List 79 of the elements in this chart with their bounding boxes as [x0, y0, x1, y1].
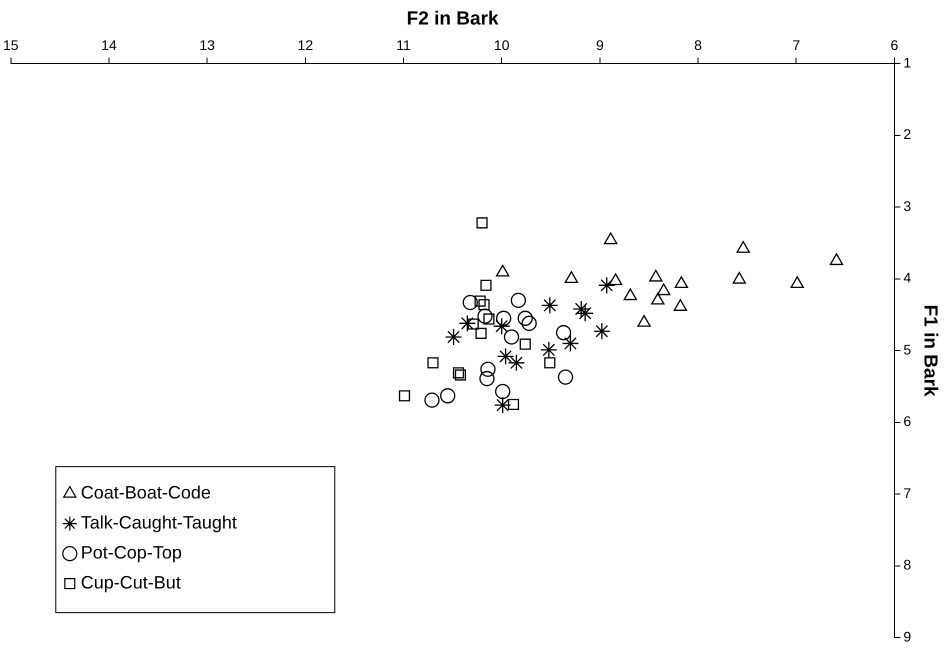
- point: [480, 280, 492, 291]
- x-tick-label: 6: [890, 37, 899, 54]
- point: [462, 294, 478, 310]
- x-axis-title: F2 in Bark: [406, 8, 499, 30]
- point: [480, 362, 496, 377]
- point: [520, 338, 531, 350]
- point: [674, 276, 688, 288]
- point: [398, 390, 410, 402]
- y-axis-title: F1 in Bark: [919, 304, 940, 397]
- x-tick-label: 13: [199, 37, 216, 54]
- point: [468, 318, 479, 330]
- point: [478, 299, 490, 310]
- point: [508, 398, 520, 410]
- point: [564, 271, 578, 283]
- point: [495, 384, 510, 400]
- point: [522, 316, 537, 331]
- point: [493, 318, 510, 335]
- point: [593, 322, 610, 340]
- point: [608, 273, 622, 286]
- point: [604, 232, 618, 244]
- legend-label: Coat-Boat-Code: [80, 482, 211, 503]
- point: [558, 370, 574, 385]
- y-tick-label: 6: [903, 413, 912, 430]
- x-tick-label: 8: [694, 37, 702, 54]
- y-tick-label: 3: [903, 198, 912, 214]
- y-tick-label: 1: [903, 54, 912, 70]
- legend-label: Talk-Caught-Taught: [80, 512, 237, 533]
- point: [496, 264, 510, 277]
- point: [452, 367, 464, 378]
- point: [476, 217, 488, 228]
- point: [656, 283, 670, 296]
- point: [649, 270, 663, 282]
- point: [477, 308, 493, 324]
- point: [540, 341, 558, 359]
- point: [830, 253, 844, 266]
- y-tick-label: 9: [903, 628, 912, 644]
- point: [736, 241, 750, 253]
- x-tick-label: 12: [298, 37, 314, 54]
- point: [504, 329, 520, 345]
- x-tick-label: 15: [2, 37, 19, 54]
- point: [556, 325, 572, 340]
- point: [458, 314, 476, 332]
- point: [598, 276, 616, 294]
- point: [510, 292, 526, 308]
- x-tick-label: 10: [494, 37, 510, 54]
- x-tick-label: 9: [596, 37, 604, 54]
- x-tick-label: 14: [101, 37, 117, 54]
- point: [572, 300, 590, 318]
- point: [544, 357, 556, 368]
- x-tick-label: 11: [396, 37, 411, 54]
- point: [440, 388, 456, 404]
- point: [508, 354, 526, 372]
- x-tick-label: 7: [792, 37, 800, 54]
- y-tick-label: 2: [903, 126, 912, 142]
- legend-label: Cup-Cut-But: [80, 572, 181, 593]
- legend-label: Pot-Cop-Top: [80, 542, 182, 563]
- point: [475, 328, 487, 339]
- y-tick-label: 7: [903, 484, 912, 501]
- point: [518, 310, 533, 326]
- point: [732, 272, 746, 284]
- point: [496, 310, 512, 326]
- point: [474, 295, 486, 307]
- y-tick-label: 8: [903, 556, 912, 573]
- point: [637, 314, 651, 327]
- point: [651, 292, 665, 305]
- point: [479, 370, 495, 386]
- point: [427, 357, 439, 368]
- point: [562, 334, 580, 352]
- point: [424, 392, 440, 408]
- point: [541, 296, 558, 314]
- point: [624, 288, 638, 300]
- point: [494, 396, 512, 414]
- y-tick-label: 4: [903, 270, 912, 286]
- point: [674, 299, 688, 311]
- point: [444, 328, 462, 346]
- point: [454, 369, 466, 381]
- point: [496, 348, 514, 365]
- y-tick-label: 5: [903, 341, 912, 358]
- point: [790, 276, 804, 288]
